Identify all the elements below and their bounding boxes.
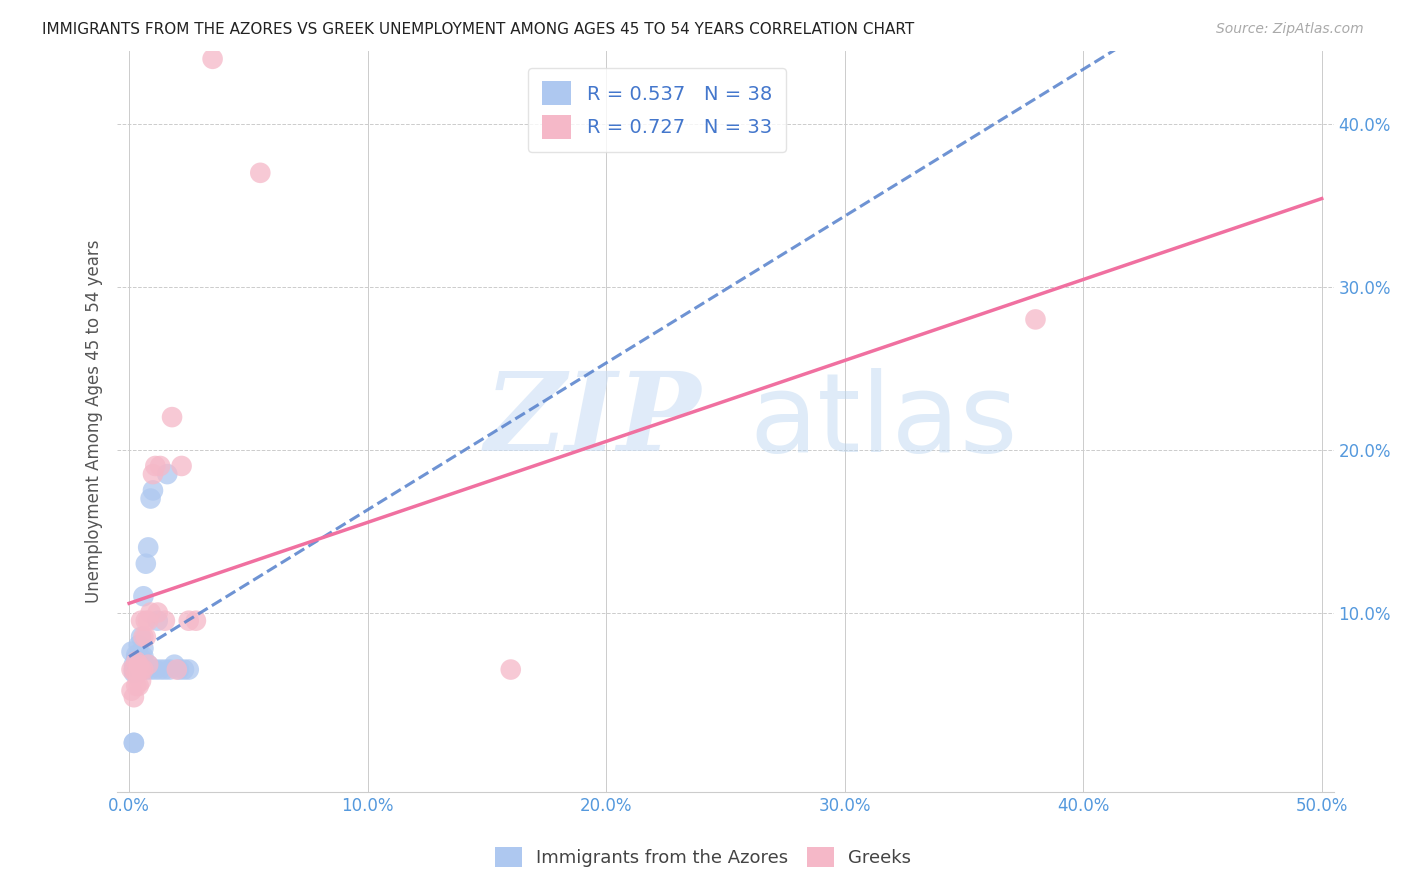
Point [122, 690, 145, 705]
Point [128, 679, 150, 693]
Point [122, 663, 145, 677]
Point [125, 667, 148, 681]
Point [129, 673, 152, 688]
Point [159, 663, 181, 677]
Point [128, 638, 150, 652]
Point [121, 663, 143, 677]
Point [136, 657, 159, 672]
Point [121, 645, 143, 659]
Point [170, 458, 193, 473]
Point [1024, 312, 1046, 326]
Point [125, 679, 148, 693]
Point [143, 458, 166, 473]
Point [125, 648, 148, 662]
Point [132, 589, 155, 603]
Point [153, 663, 176, 677]
Point [156, 467, 179, 482]
Point [132, 649, 155, 664]
Point [128, 651, 150, 665]
Point [132, 663, 155, 677]
Text: IMMIGRANTS FROM THE AZORES VS GREEK UNEMPLOYMENT AMONG AGES 45 TO 54 YEARS CORRE: IMMIGRANTS FROM THE AZORES VS GREEK UNEM… [42, 22, 914, 37]
Point [177, 614, 200, 628]
Point [122, 736, 145, 750]
Point [129, 657, 152, 672]
Point [142, 483, 165, 498]
Legend: Immigrants from the Azores, Greeks: Immigrants from the Azores, Greeks [488, 839, 918, 874]
Point [142, 467, 165, 482]
Point [135, 557, 157, 571]
Point [129, 663, 152, 677]
Text: ZIP: ZIP [485, 368, 702, 475]
Legend: R = 0.537   N = 38, R = 0.727   N = 33: R = 0.537 N = 38, R = 0.727 N = 33 [529, 68, 786, 153]
Point [149, 458, 172, 473]
Point [122, 663, 145, 677]
Point [160, 410, 183, 425]
Point [135, 663, 157, 677]
Point [125, 654, 148, 668]
Point [166, 663, 188, 677]
Point [122, 665, 145, 680]
Text: Source: ZipAtlas.com: Source: ZipAtlas.com [1216, 22, 1364, 37]
Point [136, 541, 159, 555]
Point [177, 663, 200, 677]
Point [129, 663, 152, 677]
Point [129, 614, 152, 628]
Point [125, 659, 148, 673]
Point [167, 663, 190, 677]
Y-axis label: Unemployment Among Ages 45 to 54 years: Unemployment Among Ages 45 to 54 years [86, 239, 103, 603]
Point [139, 606, 162, 620]
Point [129, 651, 152, 665]
Point [136, 657, 159, 672]
Point [499, 663, 522, 677]
Point [128, 657, 150, 672]
Point [184, 614, 207, 628]
Point [135, 614, 157, 628]
Point [122, 736, 145, 750]
Point [128, 657, 150, 672]
Point [122, 657, 145, 672]
Point [136, 614, 159, 628]
Point [149, 663, 172, 677]
Point [201, 52, 224, 66]
Point [125, 663, 148, 677]
Text: atlas: atlas [749, 368, 1018, 475]
Point [143, 663, 166, 677]
Point [146, 614, 169, 628]
Point [132, 641, 155, 656]
Point [139, 491, 162, 506]
Point [139, 663, 162, 677]
Point [125, 651, 148, 665]
Point [135, 630, 157, 644]
Point [132, 630, 155, 644]
Point [121, 683, 143, 698]
Point [146, 606, 169, 620]
Point [125, 653, 148, 667]
Point [129, 630, 152, 644]
Point [163, 657, 186, 672]
Point [249, 166, 271, 180]
Point [153, 614, 176, 628]
Point [173, 663, 195, 677]
